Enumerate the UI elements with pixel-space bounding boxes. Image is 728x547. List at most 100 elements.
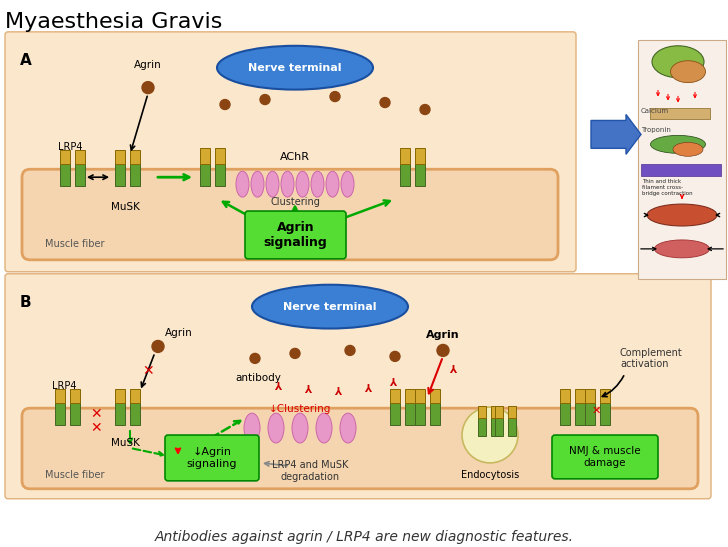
Bar (585, 403, 595, 425)
Ellipse shape (673, 142, 703, 156)
Bar (70, 403, 80, 425)
Bar (60, 164, 70, 186)
Circle shape (152, 340, 164, 352)
Text: Thin and thick
filament cross-
bridge contraction: Thin and thick filament cross- bridge co… (642, 179, 692, 196)
Bar (430, 403, 440, 425)
Bar (200, 164, 210, 186)
Circle shape (290, 348, 300, 358)
Bar (478, 406, 486, 418)
Ellipse shape (268, 413, 284, 443)
Bar (415, 148, 425, 164)
Bar (491, 406, 499, 418)
Text: LRP4 and MuSK
degradation: LRP4 and MuSK degradation (272, 460, 348, 481)
FancyBboxPatch shape (245, 211, 346, 259)
Bar (491, 418, 499, 436)
Text: Agrin: Agrin (426, 330, 460, 340)
Ellipse shape (341, 171, 354, 197)
Text: Agrin
signaling: Agrin signaling (264, 221, 328, 249)
Bar (400, 148, 410, 164)
Text: ↓Clustering: ↓Clustering (269, 404, 331, 414)
Circle shape (437, 345, 449, 357)
Text: LRP4: LRP4 (52, 381, 76, 391)
Text: Muscle fiber: Muscle fiber (45, 239, 105, 249)
Bar (415, 164, 425, 186)
Bar (478, 418, 486, 436)
Bar (130, 389, 140, 403)
Text: Y: Y (451, 362, 459, 371)
Text: ↓Agrin
signaling: ↓Agrin signaling (187, 447, 237, 469)
Circle shape (142, 82, 154, 94)
Text: Troponin: Troponin (641, 127, 671, 133)
Bar (430, 389, 440, 403)
Bar (55, 389, 65, 403)
Text: Antibodies against agrin / LRP4 are new diagnostic features.: Antibodies against agrin / LRP4 are new … (154, 529, 574, 544)
FancyBboxPatch shape (22, 408, 698, 489)
Ellipse shape (670, 61, 705, 83)
Bar (415, 389, 425, 403)
FancyBboxPatch shape (165, 435, 259, 481)
Circle shape (345, 346, 355, 356)
Bar (415, 403, 425, 425)
Text: MuSK: MuSK (111, 202, 140, 212)
FancyBboxPatch shape (5, 32, 576, 272)
Bar (405, 389, 415, 403)
Bar (508, 418, 516, 436)
Ellipse shape (217, 46, 373, 90)
Bar (400, 164, 410, 186)
Ellipse shape (252, 285, 408, 329)
Circle shape (220, 100, 230, 109)
Text: antibody: antibody (235, 373, 281, 383)
Bar (55, 403, 65, 425)
Circle shape (390, 351, 400, 362)
Circle shape (330, 91, 340, 102)
Ellipse shape (281, 171, 294, 197)
Text: ✕: ✕ (142, 364, 154, 379)
Bar (215, 164, 225, 186)
Ellipse shape (647, 204, 717, 226)
Bar (130, 150, 140, 164)
Ellipse shape (236, 171, 249, 197)
Text: Nerve terminal: Nerve terminal (248, 63, 341, 73)
Ellipse shape (296, 171, 309, 197)
Ellipse shape (652, 46, 704, 78)
Bar (495, 418, 503, 436)
Bar (560, 389, 570, 403)
Text: Agrin: Agrin (165, 329, 193, 339)
Bar (508, 406, 516, 418)
Circle shape (380, 97, 390, 108)
Bar (495, 406, 503, 418)
FancyArrow shape (591, 114, 641, 154)
Bar (200, 148, 210, 164)
Bar (575, 403, 585, 425)
Ellipse shape (340, 413, 356, 443)
Ellipse shape (316, 413, 332, 443)
Bar (60, 150, 70, 164)
Bar (130, 164, 140, 186)
FancyBboxPatch shape (5, 274, 711, 499)
Circle shape (260, 95, 270, 104)
Text: Y: Y (277, 379, 283, 388)
Text: Clustering: Clustering (270, 197, 320, 207)
Ellipse shape (654, 240, 710, 258)
Bar (115, 164, 125, 186)
Text: ✕: ✕ (90, 407, 102, 421)
Bar (560, 403, 570, 425)
Bar (115, 403, 125, 425)
FancyBboxPatch shape (22, 169, 558, 260)
Text: A: A (20, 53, 32, 68)
Text: B: B (20, 295, 31, 310)
Ellipse shape (244, 413, 260, 443)
Text: Calcium: Calcium (641, 108, 669, 114)
Bar (575, 389, 585, 403)
Ellipse shape (251, 171, 264, 197)
Text: Endocytosis: Endocytosis (461, 470, 519, 480)
Text: Muscle fiber: Muscle fiber (45, 470, 105, 480)
Bar (650, 108, 710, 119)
Circle shape (420, 104, 430, 114)
Ellipse shape (292, 413, 308, 443)
Text: Nerve terminal: Nerve terminal (283, 301, 377, 312)
Text: NMJ & muscle
damage: NMJ & muscle damage (569, 446, 641, 468)
Bar (75, 150, 85, 164)
Bar (215, 148, 225, 164)
Text: Myaesthesia Gravis: Myaesthesia Gravis (5, 12, 222, 32)
